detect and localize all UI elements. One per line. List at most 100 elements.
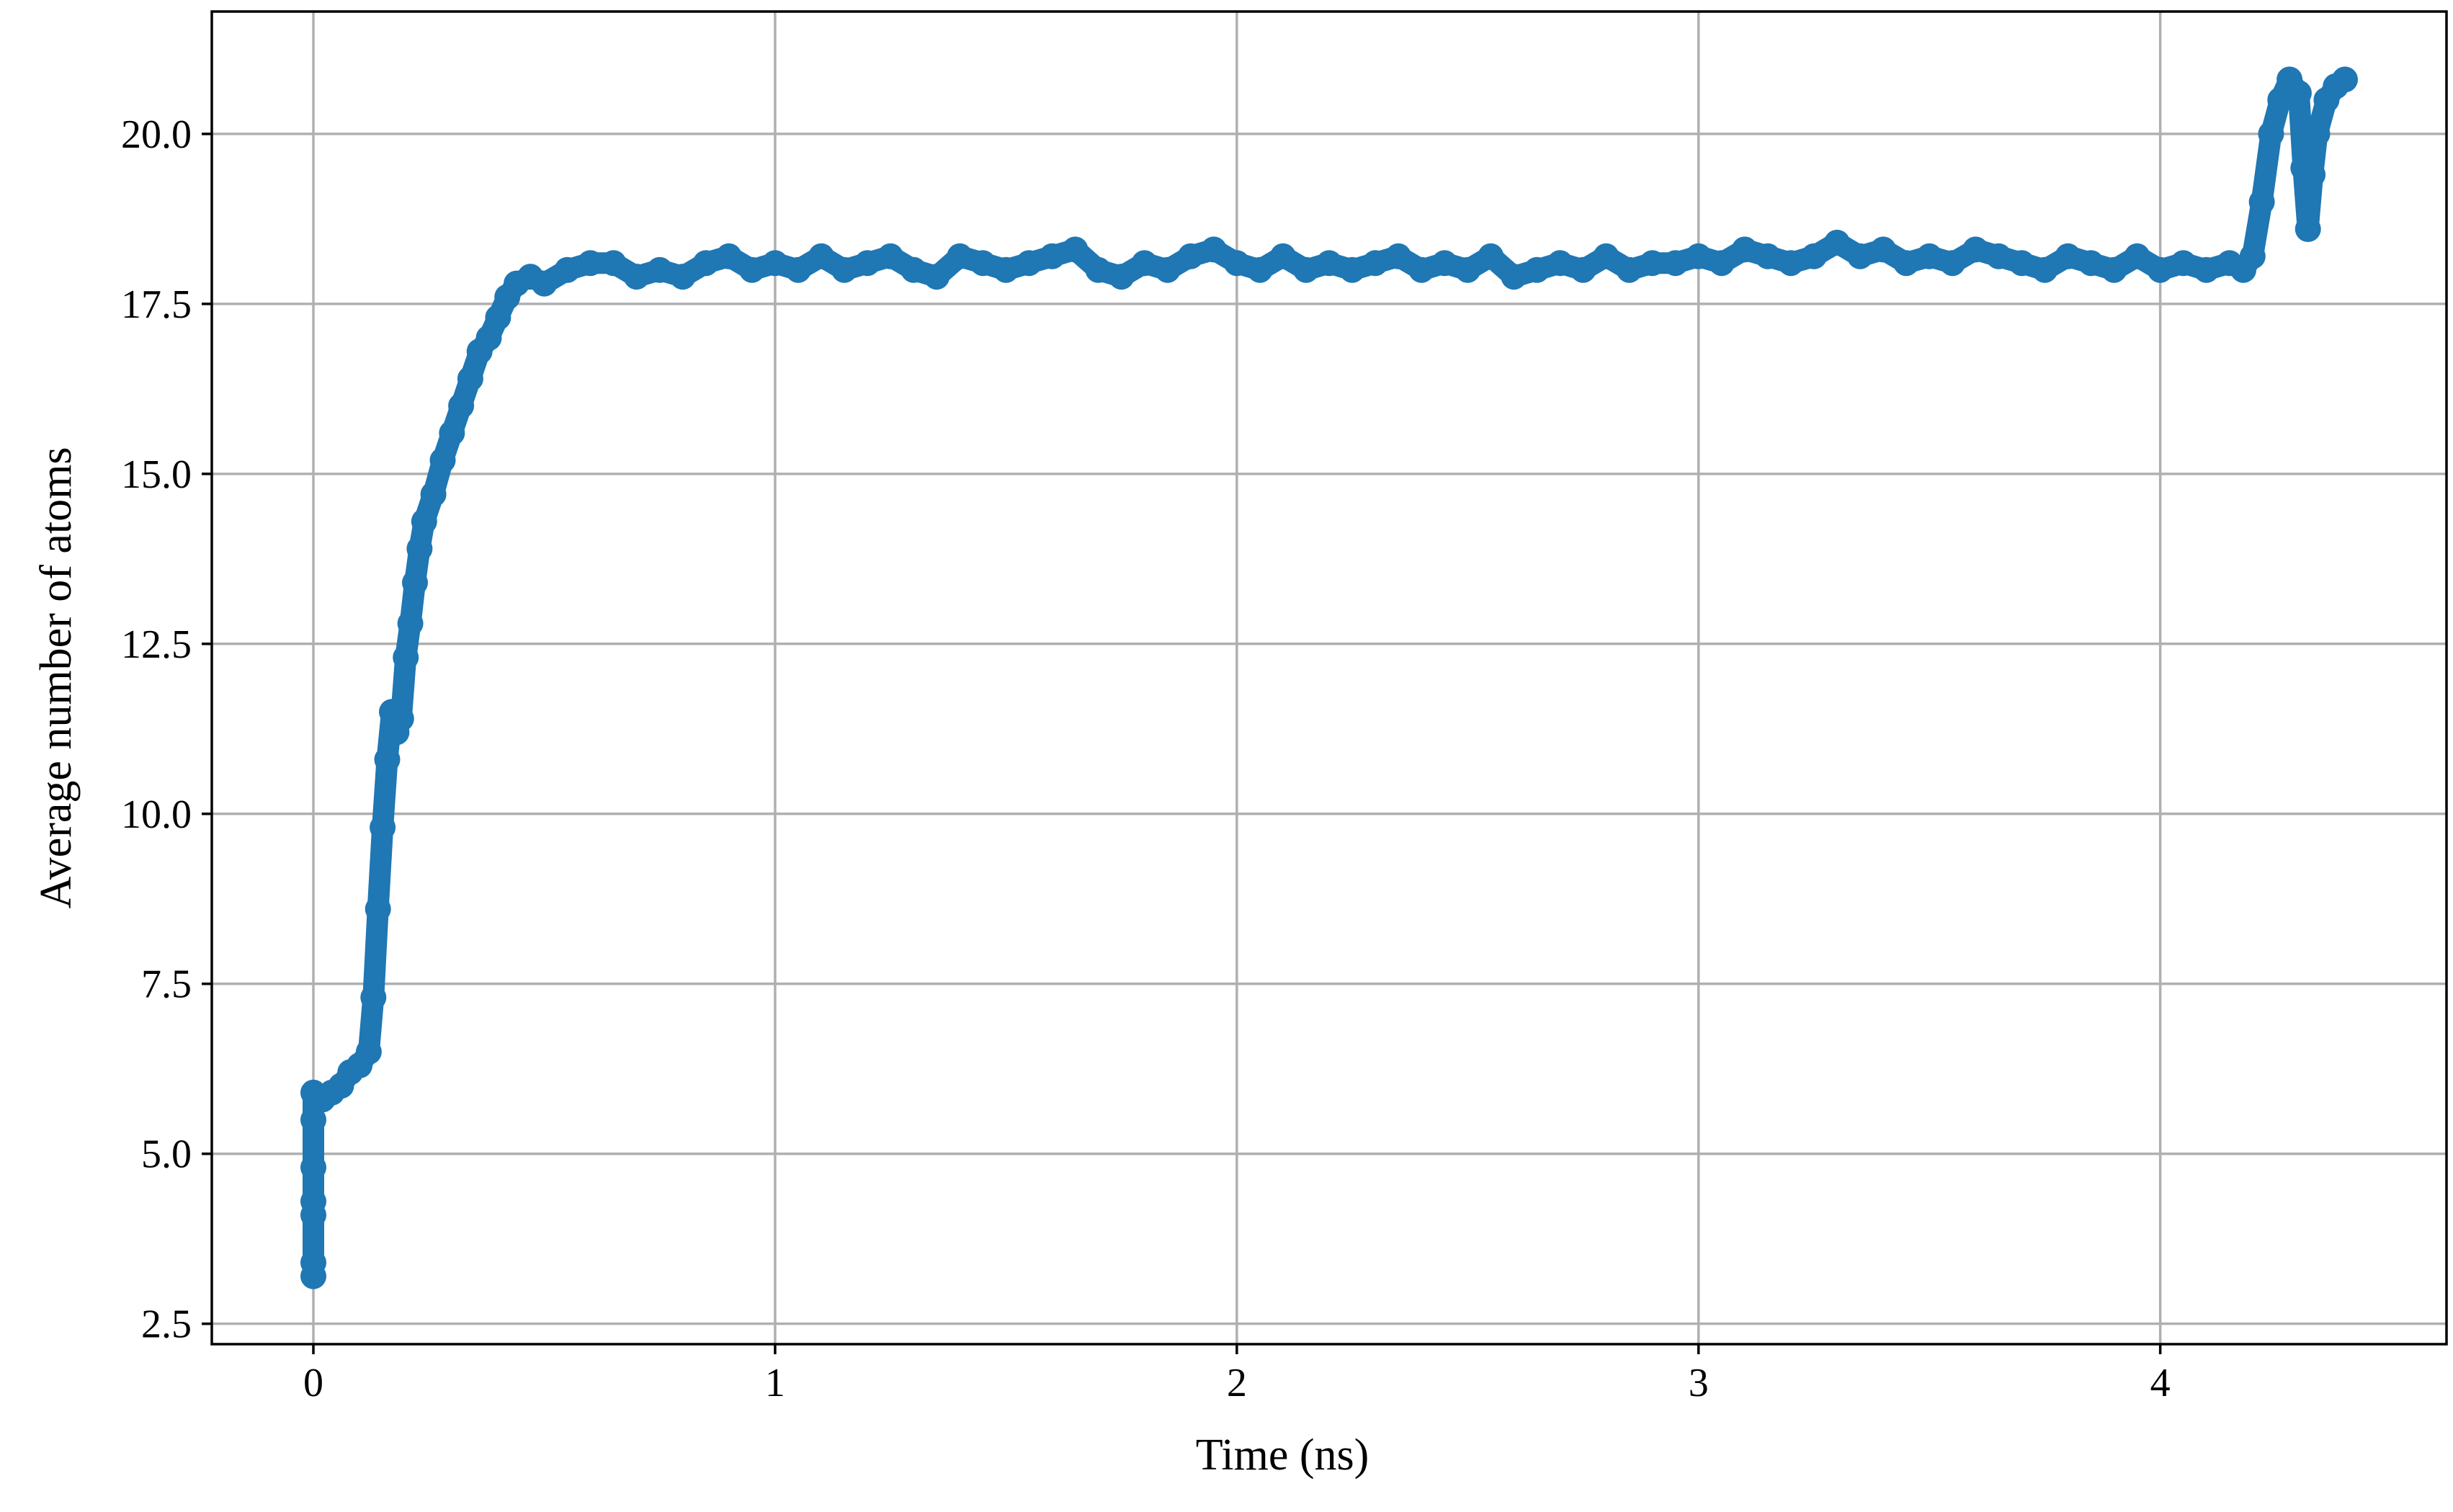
x-tick-label: 3 [1689, 1361, 1709, 1405]
data-point [1754, 243, 1781, 269]
data-point [2170, 250, 2197, 277]
data-point [1824, 229, 1850, 256]
data-point [924, 264, 950, 290]
y-tick-label: 5.0 [141, 1132, 192, 1177]
data-point [429, 447, 456, 473]
data-point [1154, 256, 1181, 283]
data-point [2078, 250, 2104, 277]
x-tick-label: 2 [1227, 1361, 1247, 1405]
data-point [1870, 236, 1897, 263]
data-point [1062, 236, 1089, 263]
data-point [485, 304, 511, 331]
data-point [475, 325, 502, 352]
data-point [448, 393, 475, 419]
data-point [2239, 243, 2266, 269]
data-point [1385, 243, 1412, 269]
data-point [854, 250, 881, 277]
x-axis-label: Time (ns) [1196, 1431, 1370, 1480]
data-point [355, 1039, 382, 1065]
data-point [1593, 243, 1619, 269]
data-point [1939, 250, 1966, 277]
data-point [646, 256, 673, 283]
data-point [1662, 250, 1689, 277]
data-point [439, 420, 465, 447]
data-point [2032, 256, 2058, 283]
data-point [420, 481, 447, 508]
data-point [1269, 243, 1296, 269]
data-point [600, 250, 627, 277]
data-point [554, 256, 581, 283]
data-point [1570, 256, 1596, 283]
data-point [1223, 250, 1250, 277]
data-point [692, 250, 719, 277]
data-point [374, 746, 401, 773]
y-axis-label: Average number of atoms [32, 447, 81, 908]
data-point [1616, 256, 1643, 283]
data-point [947, 243, 973, 269]
data-point [2258, 120, 2284, 147]
data-point [577, 250, 604, 277]
y-tick-label: 2.5 [141, 1302, 192, 1347]
y-tick-label: 7.5 [141, 962, 192, 1007]
data-point [785, 256, 811, 283]
data-point [1293, 256, 1319, 283]
data-point [761, 250, 788, 277]
data-point [1016, 250, 1042, 277]
data-point [1408, 256, 1435, 283]
y-tick-label: 15.0 [121, 452, 192, 497]
data-point [411, 508, 437, 534]
data-point [370, 814, 396, 841]
data-point [738, 256, 765, 283]
data-point [300, 1154, 326, 1181]
data-point [877, 243, 904, 269]
data-point [1478, 243, 1504, 269]
y-tick-label: 20.0 [121, 112, 192, 157]
data-point [1362, 250, 1389, 277]
axis-ticks: 0 1 2 3 4 2.5 5.0 7.5 10.0 12.5 15.0 17.5 20.0 [121, 112, 2171, 1405]
data-point [1639, 250, 1666, 277]
x-tick-label: 4 [2150, 1361, 2171, 1405]
data-point [300, 1106, 326, 1133]
data-point [1316, 250, 1342, 277]
data-point [1685, 243, 1712, 269]
data-point [1108, 264, 1135, 290]
data-point [2332, 66, 2358, 93]
data-point [1847, 243, 1873, 269]
y-tick-label: 10.0 [121, 792, 192, 837]
data-point [402, 569, 428, 596]
data-point [1039, 243, 1065, 269]
data-point [2304, 120, 2331, 147]
grid-lines [212, 12, 2447, 1344]
data-point [1177, 243, 1204, 269]
data-point [1708, 250, 1735, 277]
data-point [970, 250, 996, 277]
y-tick-label: 17.5 [121, 282, 192, 327]
data-point [2101, 256, 2127, 283]
data-point [1431, 250, 1458, 277]
data-point [1339, 256, 1365, 283]
data-point [388, 705, 414, 732]
data-point [1985, 243, 2012, 269]
data-point [1501, 264, 1527, 290]
data-point [1801, 243, 1827, 269]
data-point [1893, 250, 1920, 277]
data-point [2248, 189, 2275, 215]
data-point [1916, 243, 1943, 269]
data-point [531, 270, 558, 297]
x-tick-label: 0 [303, 1361, 323, 1405]
data-point [2055, 243, 2081, 269]
data-point [1131, 250, 1158, 277]
data-point [623, 264, 650, 290]
data-point [2300, 161, 2326, 188]
data-point [360, 984, 387, 1011]
data-point [2285, 80, 2312, 107]
data-point [1200, 236, 1227, 263]
data-point [457, 365, 483, 392]
data-point [2147, 256, 2173, 283]
data-point [393, 644, 419, 671]
data-point [2295, 216, 2321, 242]
data-point [901, 256, 927, 283]
data-point [808, 243, 834, 269]
data-series [300, 66, 2358, 1289]
